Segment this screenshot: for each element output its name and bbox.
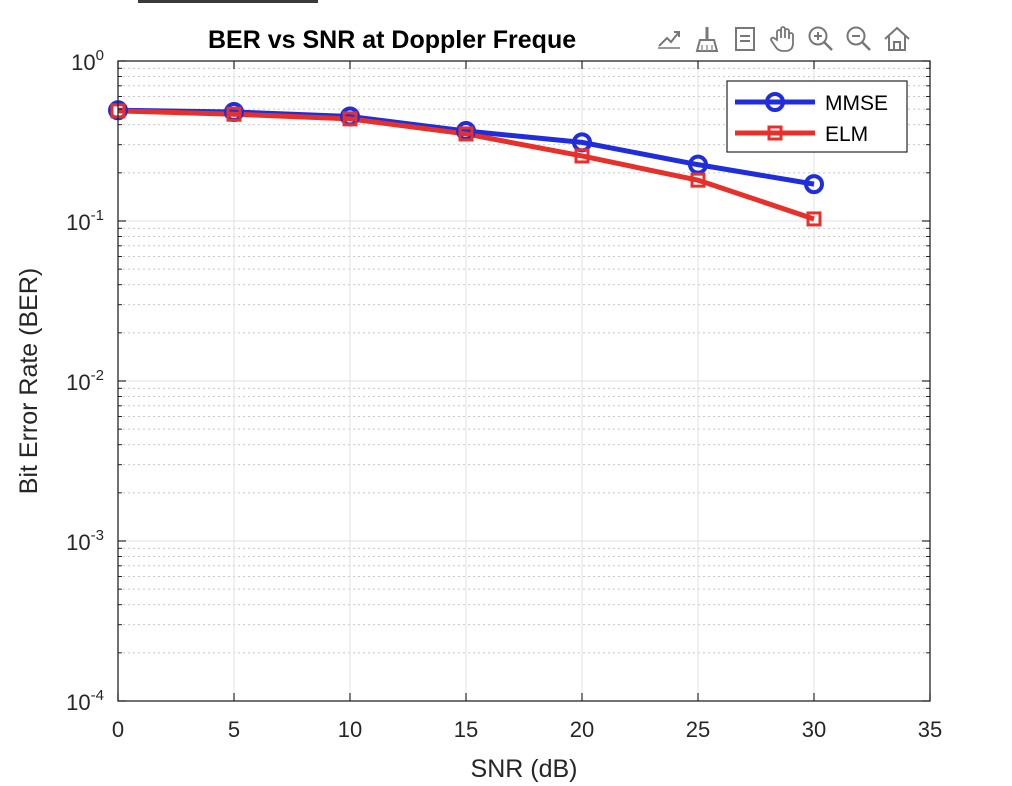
- series-markers: [108, 100, 824, 227]
- y-tick-exponent: 0: [96, 47, 104, 64]
- series-lines: [117, 107, 815, 222]
- data-point-mmse: [688, 154, 708, 175]
- y-tick-base: 10: [66, 530, 90, 555]
- x-axis-title: SNR (dB): [471, 755, 578, 783]
- y-tick-label: 10-3: [66, 527, 104, 555]
- legend-mmse-label: MMSE: [825, 92, 888, 115]
- zoom-in-icon: [808, 26, 833, 51]
- x-tick-label: 35: [918, 717, 942, 742]
- y-tick-base: 10: [66, 210, 90, 235]
- y-tick-exponent: -3: [91, 527, 104, 544]
- y-tick-label: 10-1: [66, 207, 104, 235]
- export-button[interactable]: [652, 22, 686, 56]
- zoom-out-button[interactable]: [842, 22, 876, 56]
- home-button[interactable]: [880, 22, 914, 56]
- x-tick-label: 20: [570, 717, 594, 742]
- y-tick-label: 100: [71, 47, 104, 75]
- y-tick-label: 10-2: [66, 367, 104, 395]
- legend-elm-label: ELM: [825, 123, 868, 146]
- zoom-out-icon: [846, 26, 871, 51]
- data-point-mmse: [804, 174, 824, 195]
- x-tick-labels: 0 5 10 15 20 25 30 35: [112, 717, 942, 742]
- legend-mmse-marker: [765, 92, 785, 112]
- y-tick-base: 10: [66, 690, 90, 715]
- axes-toolbar: [652, 20, 914, 58]
- x-tick-label: 15: [454, 717, 478, 742]
- x-tick-label: 10: [338, 717, 362, 742]
- datatip-button[interactable]: [728, 22, 762, 56]
- x-tick-label: 5: [228, 717, 240, 742]
- brush-icon: [695, 27, 719, 52]
- legend[interactable]: MMSE ELM: [726, 80, 908, 153]
- axes-frame: [117, 60, 931, 702]
- data-point-elm: [806, 211, 822, 227]
- export-icon: [658, 31, 680, 49]
- data-point-elm: [342, 111, 358, 127]
- y-tick-base: 10: [66, 370, 90, 395]
- pan-button[interactable]: [766, 22, 800, 56]
- legend-elm-marker: [767, 125, 783, 141]
- y-tick-label: 10-4: [66, 687, 104, 715]
- window-top-edge: [138, 0, 318, 3]
- brush-button[interactable]: [690, 22, 724, 56]
- y-axis-title: Bit Error Rate (BER): [15, 268, 43, 494]
- chart-title: BER vs SNR at Doppler Freque: [208, 26, 576, 54]
- x-tick-label: 25: [686, 717, 710, 742]
- series-line-elm: [117, 108, 815, 222]
- y-tick-exponent: -2: [91, 367, 104, 384]
- y-tick-exponent: -1: [91, 207, 104, 224]
- pan-icon: [770, 26, 794, 52]
- y-tick-exponent: -4: [91, 687, 104, 704]
- data-point-elm: [226, 106, 242, 122]
- home-icon: [884, 26, 910, 51]
- data-point-elm: [690, 172, 706, 188]
- zoom-in-button[interactable]: [804, 22, 838, 56]
- y-tick-base: 10: [71, 50, 95, 75]
- datatip-icon: [735, 27, 755, 51]
- x-tick-label: 0: [112, 717, 124, 742]
- data-point-elm: [458, 126, 474, 142]
- data-point-elm: [574, 148, 590, 164]
- x-tick-label: 30: [802, 717, 826, 742]
- legend-box: [726, 80, 908, 153]
